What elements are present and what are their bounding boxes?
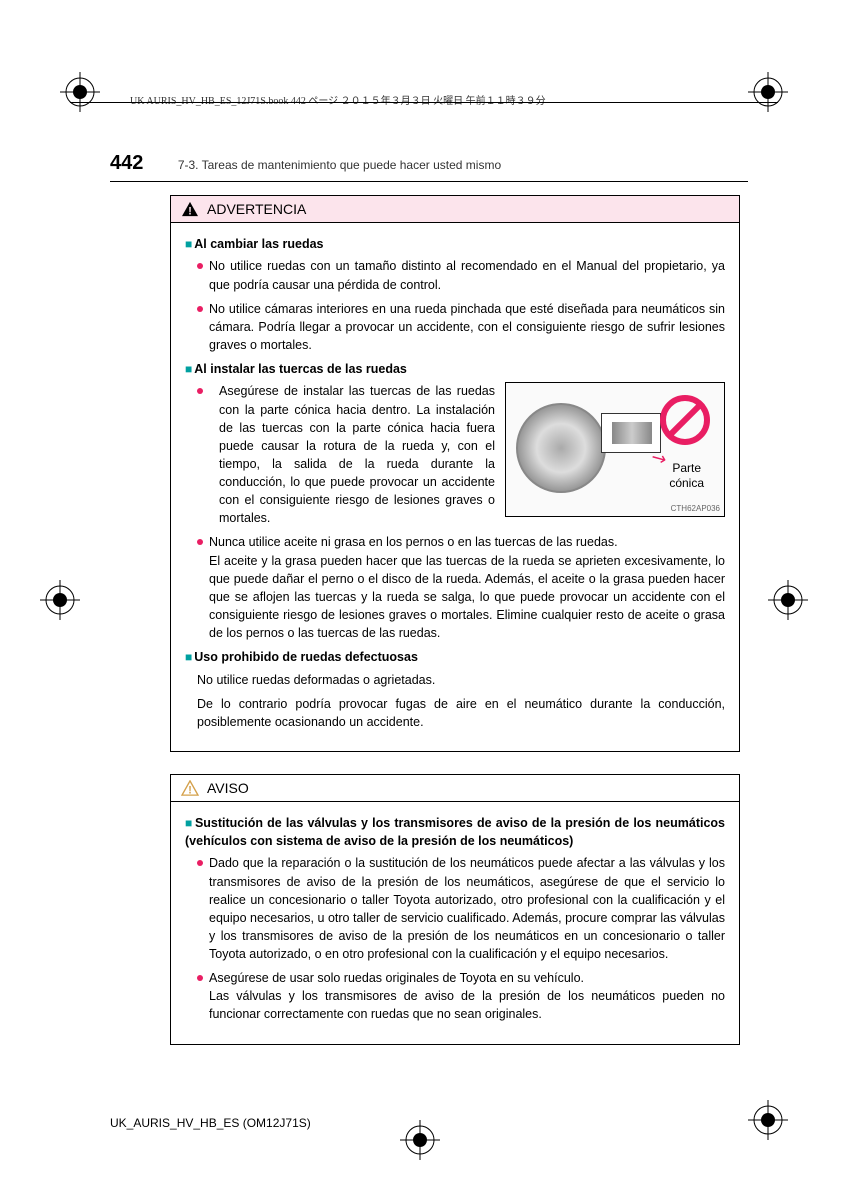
- page-content: ! ADVERTENCIA ■Al cambiar las ruedas No …: [170, 195, 740, 1067]
- bullet-icon: [197, 539, 203, 545]
- svg-text:!: !: [188, 205, 192, 217]
- warning-s1-b1: No utilice ruedas con un tamaño distinto…: [185, 257, 725, 293]
- footer-code: UK_AURIS_HV_HB_ES (OM12J71S): [110, 1116, 311, 1130]
- notice-s1-b2: Asegúrese de usar solo ruedas originales…: [185, 969, 725, 1023]
- wheel-graphic: [516, 403, 606, 493]
- bullet-icon: [197, 860, 203, 866]
- crop-mark-br: [748, 1100, 788, 1140]
- notice-title: AVISO: [207, 780, 249, 796]
- warning-s1-b2: No utilice cámaras interiores en una rue…: [185, 300, 725, 354]
- bullet-icon: [197, 263, 203, 269]
- wheel-nut-figure: ↘ Parte cónica CTH62AP036: [505, 382, 725, 517]
- svg-text:!: !: [188, 784, 192, 796]
- figure-label: Parte cónica: [669, 461, 704, 490]
- notice-s1-head: ■Sustitución de las válvulas y los trans…: [185, 814, 725, 851]
- crop-mark-tr: [748, 72, 788, 112]
- warning-title: ADVERTENCIA: [207, 201, 306, 217]
- warning-s3-head: ■Uso prohibido de ruedas defectuosas: [185, 648, 725, 666]
- arrow-icon: ↘: [645, 443, 671, 473]
- warning-s3-p2: De lo contrario podría provocar fugas de…: [185, 695, 725, 731]
- notice-s1-b1: Dado que la reparación o la sustitución …: [185, 854, 725, 963]
- figure-code: CTH62AP036: [671, 503, 720, 515]
- page-header: 442 7-3. Tareas de mantenimiento que pue…: [110, 152, 748, 182]
- page-number: 442: [110, 152, 143, 175]
- warning-s2-b2: Nunca utilice aceite ni grasa en los per…: [185, 533, 725, 642]
- notice-header: ! AVISO: [171, 775, 739, 802]
- book-header-meta: UK AURIS_HV_HB_ES_12J71S.book 442 ページ ２０…: [130, 92, 546, 107]
- warning-box: ! ADVERTENCIA ■Al cambiar las ruedas No …: [170, 195, 740, 752]
- header-rule: [110, 181, 748, 182]
- notice-triangle-icon: !: [181, 780, 199, 796]
- warning-s3-p1: No utilice ruedas deformadas o agrietada…: [185, 671, 725, 689]
- bullet-icon: [197, 306, 203, 312]
- crop-mark-mr: [768, 580, 808, 620]
- crop-mark-bc: [400, 1120, 440, 1160]
- bullet-icon: [197, 975, 203, 981]
- bullet-icon: [197, 388, 203, 394]
- lugnut-graphic: [612, 422, 652, 444]
- warning-s1-head: ■Al cambiar las ruedas: [185, 235, 725, 253]
- section-title: 7-3. Tareas de mantenimiento que puede h…: [178, 158, 501, 172]
- warning-s2-b1-row: Asegúrese de instalar las tuercas de las…: [185, 382, 725, 527]
- crop-mark-tl: [60, 72, 100, 112]
- warning-header: ! ADVERTENCIA: [171, 196, 739, 223]
- notice-box: ! AVISO ■Sustitución de las válvulas y l…: [170, 774, 740, 1045]
- warning-body: ■Al cambiar las ruedas No utilice ruedas…: [171, 223, 739, 751]
- meta-rule: [70, 102, 778, 103]
- crop-mark-ml: [40, 580, 80, 620]
- warning-s2-head: ■Al instalar las tuercas de las ruedas: [185, 360, 725, 378]
- notice-body: ■Sustitución de las válvulas y los trans…: [171, 802, 739, 1044]
- prohibit-icon: [660, 395, 710, 445]
- warning-triangle-icon: !: [181, 201, 199, 217]
